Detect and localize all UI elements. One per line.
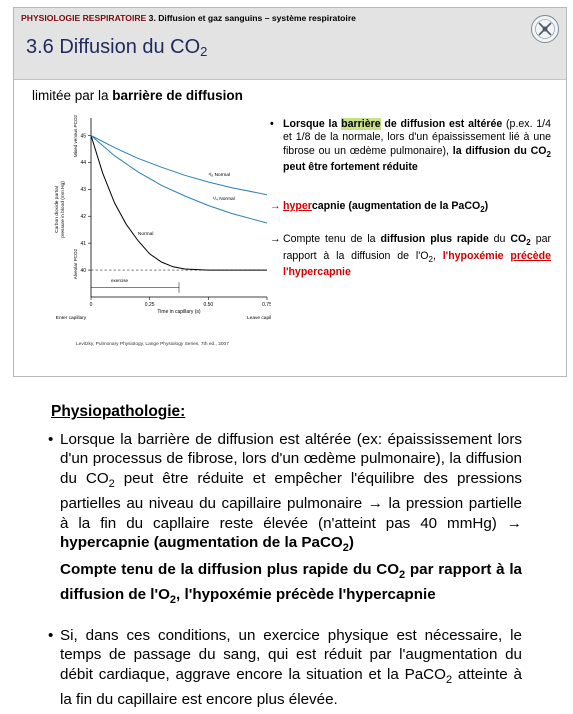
right-arrow-1: → hypercapnie (augmentation de la PaCO2) bbox=[270, 200, 489, 215]
y-tick-label: 42 bbox=[80, 214, 86, 220]
y-tick-label: 44 bbox=[80, 160, 86, 166]
course-header: PHYSIOLOGIE RESPIRATOIRE 3. Diffusion et… bbox=[21, 13, 356, 23]
bullet-paragraph-2: • Si, dans ces conditions, un exercice p… bbox=[48, 627, 522, 709]
y-tick-label: 43 bbox=[80, 187, 86, 193]
leave-capillary-label: Leave capillary bbox=[247, 315, 271, 321]
x-tick-label: 0.50 bbox=[203, 302, 213, 308]
physiopathology-heading: Physiopathologie: bbox=[51, 403, 186, 420]
slide-title: 3.6 Diffusion du CO2 bbox=[26, 36, 208, 59]
slide-header: PHYSIOLOGIE RESPIRATOIRE 3. Diffusion et… bbox=[14, 8, 566, 80]
slide-subtitle: limitée par la barrière de diffusion bbox=[32, 88, 243, 103]
co2-diffusion-chart: 40 41 42 43 44 45 0 0.25 0.50 0.75 Time in capilla… bbox=[54, 114, 271, 321]
x-tick-label: 0.25 bbox=[145, 302, 155, 308]
university-seal-icon bbox=[531, 15, 559, 43]
series-label-2: ¹/₄ Normal bbox=[213, 196, 235, 202]
alveolar-label: Alveolar PCO2 bbox=[73, 248, 78, 279]
x-axis-label: Time in capillary (s) bbox=[157, 309, 200, 315]
y-axis-label-2: pressure in blood (mm Hg) bbox=[60, 181, 66, 238]
mixed-venous-label: Mixed venous PCO2 bbox=[73, 114, 78, 157]
series-line-2 bbox=[90, 135, 268, 224]
series-label-1: Normal bbox=[138, 231, 153, 237]
series-line-1 bbox=[90, 135, 267, 271]
slide-image: PHYSIOLOGIE RESPIRATOIRE 3. Diffusion et… bbox=[13, 7, 567, 377]
y-axis-label: Carbon dioxide partial bbox=[54, 186, 60, 233]
series-line-3 bbox=[90, 135, 268, 196]
exercise-label: exercise bbox=[111, 278, 129, 283]
x-tick-label: 0 bbox=[90, 302, 93, 308]
chart-citation: Levitzky, Pulmonary Physiology, Lange Ph… bbox=[76, 342, 229, 347]
bullet-paragraph-1: • Lorsque la barrière de diffusion est a… bbox=[48, 431, 522, 606]
right-arrow-2: → Compte tenu de la diffusion plus rapid… bbox=[270, 233, 552, 279]
enter-capillary-label: Enter capillary bbox=[56, 315, 87, 321]
series-label-3: ¹/₈ Normal bbox=[208, 172, 230, 178]
x-tick-label: 0.75 bbox=[262, 302, 271, 308]
right-bullet-1: • Lorsque la barrière de diffusion est a… bbox=[270, 118, 552, 174]
y-tick-label: 40 bbox=[80, 268, 86, 274]
y-tick-label: 45 bbox=[80, 133, 86, 139]
y-tick-label: 41 bbox=[80, 241, 86, 247]
